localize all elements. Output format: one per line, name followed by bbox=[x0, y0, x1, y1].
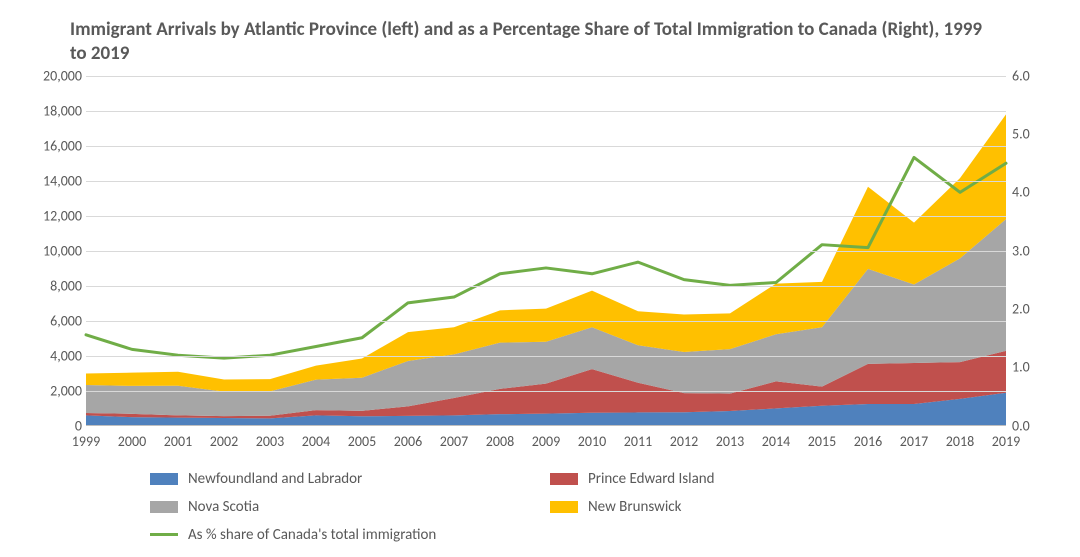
y-left-tick: 0 bbox=[30, 417, 82, 434]
x-tick: 2014 bbox=[762, 433, 790, 450]
x-tick: 2011 bbox=[624, 433, 652, 450]
legend-label-pei: Prince Edward Island bbox=[588, 470, 715, 488]
x-tick: 2006 bbox=[394, 433, 422, 450]
x-tick: 2013 bbox=[716, 433, 744, 450]
y-right-tick: 1.0 bbox=[1012, 359, 1052, 376]
legend-swatch-pct bbox=[150, 533, 178, 536]
x-tick: 2019 bbox=[992, 433, 1020, 450]
legend-item-nl: Newfoundland and Labrador bbox=[150, 470, 510, 488]
legend-swatch-ns bbox=[150, 501, 178, 513]
x-tick: 2017 bbox=[900, 433, 928, 450]
grid-line bbox=[86, 391, 1006, 392]
x-tick: 1999 bbox=[72, 433, 100, 450]
grid-line bbox=[86, 321, 1006, 322]
y-right-tick: 6.0 bbox=[1012, 67, 1052, 84]
chart-title: Immigrant Arrivals by Atlantic Province … bbox=[70, 18, 990, 66]
x-tick: 2000 bbox=[118, 433, 146, 450]
y-left-tick: 4,000 bbox=[30, 347, 82, 364]
y-left-tick: 12,000 bbox=[30, 207, 82, 224]
legend: Newfoundland and Labrador Prince Edward … bbox=[150, 470, 1050, 544]
legend-label-ns: Nova Scotia bbox=[188, 498, 259, 516]
x-tick: 2016 bbox=[854, 433, 882, 450]
grid-line bbox=[86, 356, 1006, 357]
grid-line bbox=[86, 146, 1006, 147]
legend-item-nb: New Brunswick bbox=[550, 498, 910, 516]
y-right-tick: 0.0 bbox=[1012, 417, 1052, 434]
grid-line bbox=[86, 76, 1006, 77]
grid-line bbox=[86, 216, 1006, 217]
y-left-tick: 8,000 bbox=[30, 277, 82, 294]
y-right-tick: 3.0 bbox=[1012, 242, 1052, 259]
grid-line bbox=[86, 181, 1006, 182]
legend-item-ns: Nova Scotia bbox=[150, 498, 510, 516]
chart-area: 0 2,000 4,000 6,000 8,000 10,000 12,000 14,000 1… bbox=[30, 76, 1050, 456]
x-tick: 2007 bbox=[440, 433, 468, 450]
x-tick: 2005 bbox=[348, 433, 376, 450]
y-right-tick: 4.0 bbox=[1012, 184, 1052, 201]
y-left-tick: 16,000 bbox=[30, 137, 82, 154]
legend-swatch-pei bbox=[550, 473, 578, 485]
y-left-tick: 14,000 bbox=[30, 172, 82, 189]
x-tick: 2003 bbox=[256, 433, 284, 450]
x-tick: 2008 bbox=[486, 433, 514, 450]
y-left-tick: 2,000 bbox=[30, 382, 82, 399]
y-right-tick: 5.0 bbox=[1012, 125, 1052, 142]
y-left-tick: 20,000 bbox=[30, 67, 82, 84]
y-left-tick: 6,000 bbox=[30, 312, 82, 329]
x-tick: 2009 bbox=[532, 433, 560, 450]
grid-line bbox=[86, 111, 1006, 112]
legend-swatch-nb bbox=[550, 501, 578, 513]
x-tick: 2015 bbox=[808, 433, 836, 450]
y-left-tick: 10,000 bbox=[30, 242, 82, 259]
y-left-tick: 18,000 bbox=[30, 102, 82, 119]
legend-item-pct: As % share of Canada's total immigration bbox=[150, 526, 510, 544]
legend-label-nl: Newfoundland and Labrador bbox=[188, 470, 362, 488]
y-right-tick: 2.0 bbox=[1012, 300, 1052, 317]
x-tick: 2001 bbox=[164, 433, 192, 450]
grid-line bbox=[86, 251, 1006, 252]
x-tick: 2002 bbox=[210, 433, 238, 450]
chart-container: Immigrant Arrivals by Atlantic Province … bbox=[0, 0, 1080, 557]
x-tick: 2018 bbox=[946, 433, 974, 450]
legend-item-pei: Prince Edward Island bbox=[550, 470, 910, 488]
plot-area bbox=[86, 76, 1006, 426]
x-tick: 2012 bbox=[670, 433, 698, 450]
x-tick: 2010 bbox=[578, 433, 606, 450]
legend-swatch-nl bbox=[150, 473, 178, 485]
grid-line bbox=[86, 286, 1006, 287]
legend-label-nb: New Brunswick bbox=[588, 498, 681, 516]
x-tick: 2004 bbox=[302, 433, 330, 450]
legend-label-pct: As % share of Canada's total immigration bbox=[188, 526, 436, 544]
